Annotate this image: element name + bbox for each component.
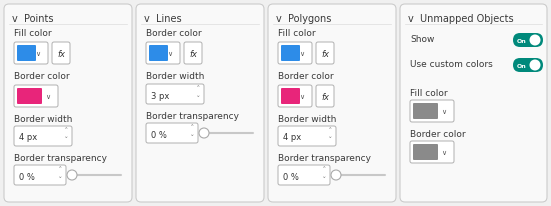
- Text: ∨: ∨: [299, 94, 305, 100]
- Text: Fill color: Fill color: [14, 29, 52, 38]
- Text: ⌃: ⌃: [64, 129, 68, 133]
- Text: ⌄: ⌄: [58, 173, 62, 179]
- FancyBboxPatch shape: [146, 84, 204, 104]
- Text: v  Polygons: v Polygons: [276, 14, 331, 24]
- Text: ⌃: ⌃: [196, 87, 201, 91]
- FancyBboxPatch shape: [410, 141, 454, 163]
- Text: Border transparency: Border transparency: [278, 154, 371, 163]
- FancyBboxPatch shape: [52, 42, 70, 64]
- FancyBboxPatch shape: [14, 165, 66, 185]
- Text: ∨: ∨: [441, 109, 446, 115]
- FancyBboxPatch shape: [410, 100, 454, 122]
- FancyBboxPatch shape: [400, 4, 547, 202]
- Text: 0 %: 0 %: [151, 130, 167, 139]
- Text: Border width: Border width: [14, 115, 72, 124]
- Text: ⌃: ⌃: [190, 125, 195, 130]
- FancyBboxPatch shape: [281, 45, 300, 61]
- Text: v  Unmapped Objects: v Unmapped Objects: [408, 14, 514, 24]
- Text: ⌄: ⌄: [196, 92, 201, 97]
- FancyBboxPatch shape: [14, 126, 72, 146]
- Text: Fill color: Fill color: [410, 89, 447, 98]
- Circle shape: [530, 34, 541, 46]
- Text: ⌄: ⌄: [190, 131, 195, 137]
- Text: Border color: Border color: [14, 72, 69, 81]
- Text: Use custom colors: Use custom colors: [410, 60, 493, 69]
- Text: Border width: Border width: [146, 72, 204, 81]
- FancyBboxPatch shape: [17, 88, 42, 104]
- FancyBboxPatch shape: [281, 88, 300, 104]
- FancyBboxPatch shape: [513, 58, 543, 72]
- FancyBboxPatch shape: [268, 4, 396, 202]
- Text: Fill color: Fill color: [278, 29, 316, 38]
- Text: Border transparency: Border transparency: [14, 154, 107, 163]
- Text: Border color: Border color: [146, 29, 202, 38]
- Text: ⌃: ⌃: [58, 167, 62, 172]
- Text: ∨: ∨: [35, 51, 41, 57]
- Text: fx: fx: [321, 49, 329, 59]
- FancyBboxPatch shape: [316, 42, 334, 64]
- Text: ∨: ∨: [299, 51, 305, 57]
- FancyBboxPatch shape: [149, 45, 168, 61]
- Text: Border width: Border width: [278, 115, 336, 124]
- Text: ⌄: ⌄: [64, 135, 68, 139]
- Text: ∨: ∨: [168, 51, 172, 57]
- Text: Border color: Border color: [278, 72, 333, 81]
- Text: v  Points: v Points: [12, 14, 53, 24]
- Text: ⌄: ⌄: [322, 173, 326, 179]
- FancyBboxPatch shape: [14, 42, 48, 64]
- Text: ∨: ∨: [441, 150, 446, 156]
- Circle shape: [530, 60, 541, 70]
- Text: Show: Show: [410, 35, 434, 44]
- FancyBboxPatch shape: [146, 42, 180, 64]
- Text: ⌄: ⌄: [328, 135, 332, 139]
- FancyBboxPatch shape: [278, 165, 330, 185]
- Text: 4 px: 4 px: [19, 133, 37, 143]
- FancyBboxPatch shape: [413, 144, 438, 160]
- FancyBboxPatch shape: [146, 123, 198, 143]
- Text: ⌃: ⌃: [322, 167, 326, 172]
- Text: Border transparency: Border transparency: [146, 112, 239, 121]
- Text: Border color: Border color: [410, 130, 466, 139]
- Text: On: On: [517, 39, 527, 43]
- FancyBboxPatch shape: [136, 4, 264, 202]
- Text: ∨: ∨: [45, 94, 51, 100]
- FancyBboxPatch shape: [278, 126, 336, 146]
- Circle shape: [199, 128, 209, 138]
- FancyBboxPatch shape: [184, 42, 202, 64]
- Text: fx: fx: [57, 49, 65, 59]
- Text: fx: fx: [189, 49, 197, 59]
- Text: v  Lines: v Lines: [144, 14, 182, 24]
- Text: ⌃: ⌃: [328, 129, 332, 133]
- Circle shape: [331, 170, 341, 180]
- FancyBboxPatch shape: [278, 85, 312, 107]
- FancyBboxPatch shape: [4, 4, 132, 202]
- Text: 3 px: 3 px: [151, 91, 169, 101]
- FancyBboxPatch shape: [14, 85, 58, 107]
- FancyBboxPatch shape: [316, 85, 334, 107]
- FancyBboxPatch shape: [513, 33, 543, 47]
- Text: 0 %: 0 %: [283, 172, 299, 181]
- FancyBboxPatch shape: [278, 42, 312, 64]
- Text: 4 px: 4 px: [283, 133, 301, 143]
- Circle shape: [67, 170, 77, 180]
- Text: fx: fx: [321, 92, 329, 102]
- FancyBboxPatch shape: [17, 45, 36, 61]
- FancyBboxPatch shape: [413, 103, 438, 119]
- Text: On: On: [517, 63, 527, 69]
- Text: 0 %: 0 %: [19, 172, 35, 181]
